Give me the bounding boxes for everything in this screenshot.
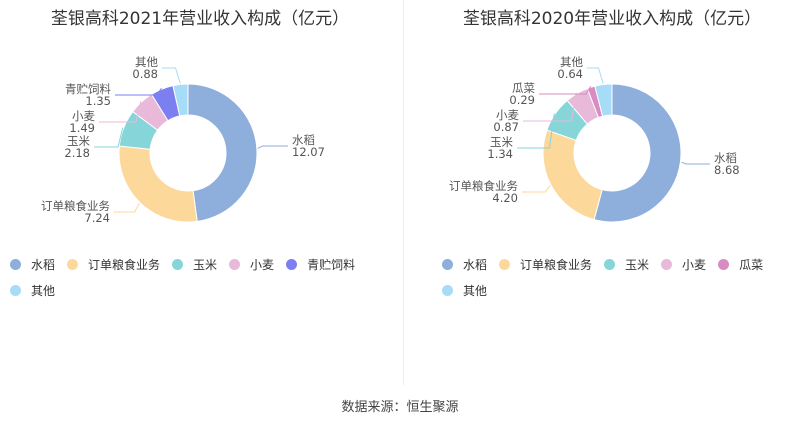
leader-line-玉米: [94, 127, 124, 148]
legend-item-玉米[interactable]: 玉米: [604, 251, 649, 277]
slice-订单粮食业务[interactable]: [118, 145, 198, 223]
legend-item-水稻[interactable]: 水稻: [10, 251, 55, 277]
slice-label-name: 其他: [560, 55, 583, 69]
slice-label-value: 4.20: [492, 191, 518, 205]
leader-line-订单粮食业务: [522, 185, 551, 193]
slice-label-name: 玉米: [490, 135, 513, 149]
slice-label-value: 2.18: [64, 146, 90, 160]
slice-label-name: 玉米: [67, 134, 90, 148]
legend-label: 小麦: [682, 257, 707, 272]
legend-label: 水稻: [463, 257, 488, 272]
slice-label-value: 12.07: [292, 145, 325, 159]
leader-line-其他: [587, 67, 604, 84]
legend-item-订单粮食业务[interactable]: 订单粮食业务: [67, 251, 160, 277]
divider: [403, 0, 404, 385]
legend-label: 瓜菜: [739, 257, 764, 272]
leader-line-青贮饲料: [115, 87, 162, 96]
slice-label-value: 1.35: [85, 94, 111, 108]
leader-line-小麦: [523, 92, 577, 122]
legend-dot-icon: [229, 258, 241, 270]
slice-label-value: 7.24: [84, 211, 110, 225]
legend-dot-icon: [67, 258, 79, 270]
slice-label-value: 1.49: [69, 121, 95, 135]
legend-2020: 水稻 订单粮食业务 玉米 小麦 瓜菜其他: [442, 251, 800, 303]
legend-dot-icon: [661, 258, 673, 270]
legend-dot-icon: [10, 258, 21, 270]
legend-item-瓜菜[interactable]: 瓜菜: [718, 251, 763, 277]
legend-label: 其他: [463, 283, 488, 298]
legend-dot-icon: [442, 284, 453, 296]
slice-label-value: 0.64: [557, 67, 583, 81]
legend-item-订单粮食业务[interactable]: 订单粮食业务: [499, 251, 592, 277]
legend-label: 小麦: [250, 257, 275, 272]
legend-item-小麦[interactable]: 小麦: [229, 251, 274, 277]
donut-charts: 水稻12.07订单粮食业务7.24玉米2.18小麦1.49青贮饲料1.35其他0…: [41, 55, 740, 225]
legend-dot-icon: [718, 258, 730, 270]
leader-line-小麦: [99, 101, 142, 123]
slice-水稻[interactable]: [593, 83, 682, 223]
slice-label-name: 小麦: [72, 109, 95, 123]
slice-label-value: 0.87: [493, 120, 519, 134]
legend-dot-icon: [172, 258, 184, 270]
legend-item-小麦[interactable]: 小麦: [661, 251, 706, 277]
slice-label-value: 0.29: [509, 93, 535, 107]
chart-title-2021: 荃银高科2021年营业收入构成（亿元）: [50, 9, 350, 29]
legend-label: 玉米: [193, 257, 218, 272]
legend-label: 订单粮食业务: [88, 257, 161, 272]
leader-line-瓜菜: [539, 86, 592, 95]
chart-title-2020: 荃银高科2020年营业收入构成（亿元）: [462, 9, 762, 29]
slice-订单粮食业务[interactable]: [542, 129, 603, 221]
slice-其他[interactable]: [172, 83, 189, 117]
legend-label: 其他: [31, 283, 56, 298]
slice-label-value: 0.88: [132, 67, 158, 81]
legend-dot-icon: [499, 258, 511, 270]
legend-label: 玉米: [625, 257, 650, 272]
slice-label-name: 青贮饲料: [65, 82, 111, 96]
legend-item-玉米[interactable]: 玉米: [172, 251, 217, 277]
leader-line-水稻: [681, 161, 710, 165]
slice-水稻[interactable]: [187, 83, 258, 222]
slice-label-value: 1.34: [487, 147, 513, 161]
leader-line-订单粮食业务: [114, 203, 140, 213]
slice-label-value: 8.68: [714, 163, 740, 177]
slice-label-name: 小麦: [496, 108, 519, 122]
slice-label-name: 水稻: [714, 151, 737, 165]
legend-dot-icon: [286, 258, 298, 270]
legend-item-水稻[interactable]: 水稻: [442, 251, 487, 277]
slice-label-name: 订单粮食业务: [449, 179, 518, 193]
slice-label-name: 其他: [135, 55, 158, 69]
legend-item-青贮饲料[interactable]: 青贮饲料: [286, 251, 355, 277]
slice-label-name: 订单粮食业务: [41, 199, 110, 213]
slice-其他[interactable]: [594, 83, 613, 117]
legend-dot-icon: [604, 258, 616, 270]
leader-line-玉米: [517, 113, 555, 149]
leader-line-水稻: [257, 145, 288, 149]
legend-2021: 水稻 订单粮食业务 玉米 小麦 青贮饲料其他: [10, 251, 400, 303]
legend-label: 青贮饲料: [307, 257, 356, 272]
legend-dot-icon: [442, 258, 453, 270]
legend-item-其他[interactable]: 其他: [10, 277, 55, 303]
legend-dot-icon: [10, 284, 21, 296]
legend-label: 水稻: [31, 257, 56, 272]
slice-label-name: 水稻: [292, 133, 315, 147]
legend-label: 订单粮食业务: [520, 257, 593, 272]
legend-item-其他[interactable]: 其他: [442, 277, 487, 303]
leader-line-其他: [162, 67, 181, 84]
data-source: 数据来源：恒生聚源: [341, 400, 459, 415]
slice-label-name: 瓜菜: [512, 81, 535, 95]
